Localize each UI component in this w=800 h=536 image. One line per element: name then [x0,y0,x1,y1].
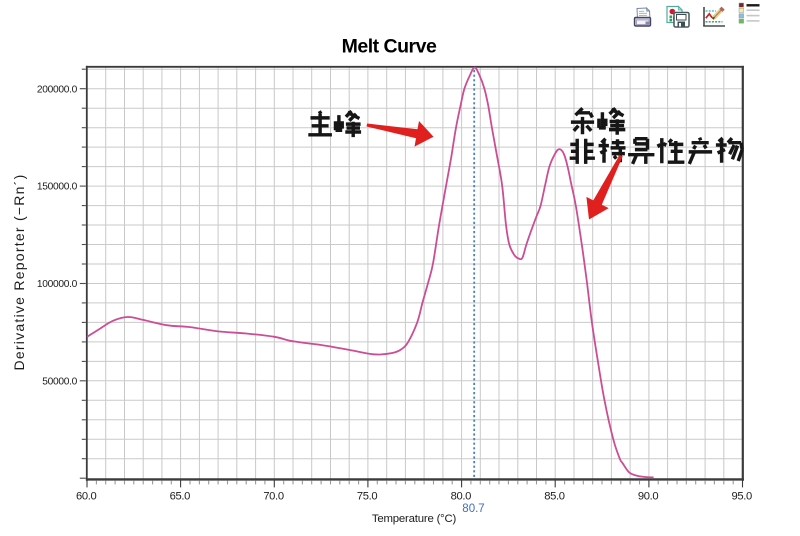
svg-text:65.0: 65.0 [170,491,191,503]
svg-text:150000.0: 150000.0 [37,182,78,193]
svg-text:Melt Curve: Melt Curve [342,36,437,58]
svg-text:80.0: 80.0 [451,491,472,503]
svg-text:95.0: 95.0 [732,491,753,503]
svg-text:100000.0: 100000.0 [37,279,78,290]
svg-text:60.0: 60.0 [76,491,97,503]
svg-text:Temperature (°C): Temperature (°C) [372,513,457,525]
svg-text:Derivative Reporter (−Rn´): Derivative Reporter (−Rn´) [11,173,27,370]
svg-text:70.0: 70.0 [263,491,284,503]
svg-text:90.0: 90.0 [638,491,659,503]
svg-text:80.7: 80.7 [462,503,484,515]
svg-text:85.0: 85.0 [544,491,565,503]
svg-text:50000.0: 50000.0 [42,376,77,387]
svg-text:75.0: 75.0 [357,491,378,503]
svg-text:200000.0: 200000.0 [37,84,78,95]
